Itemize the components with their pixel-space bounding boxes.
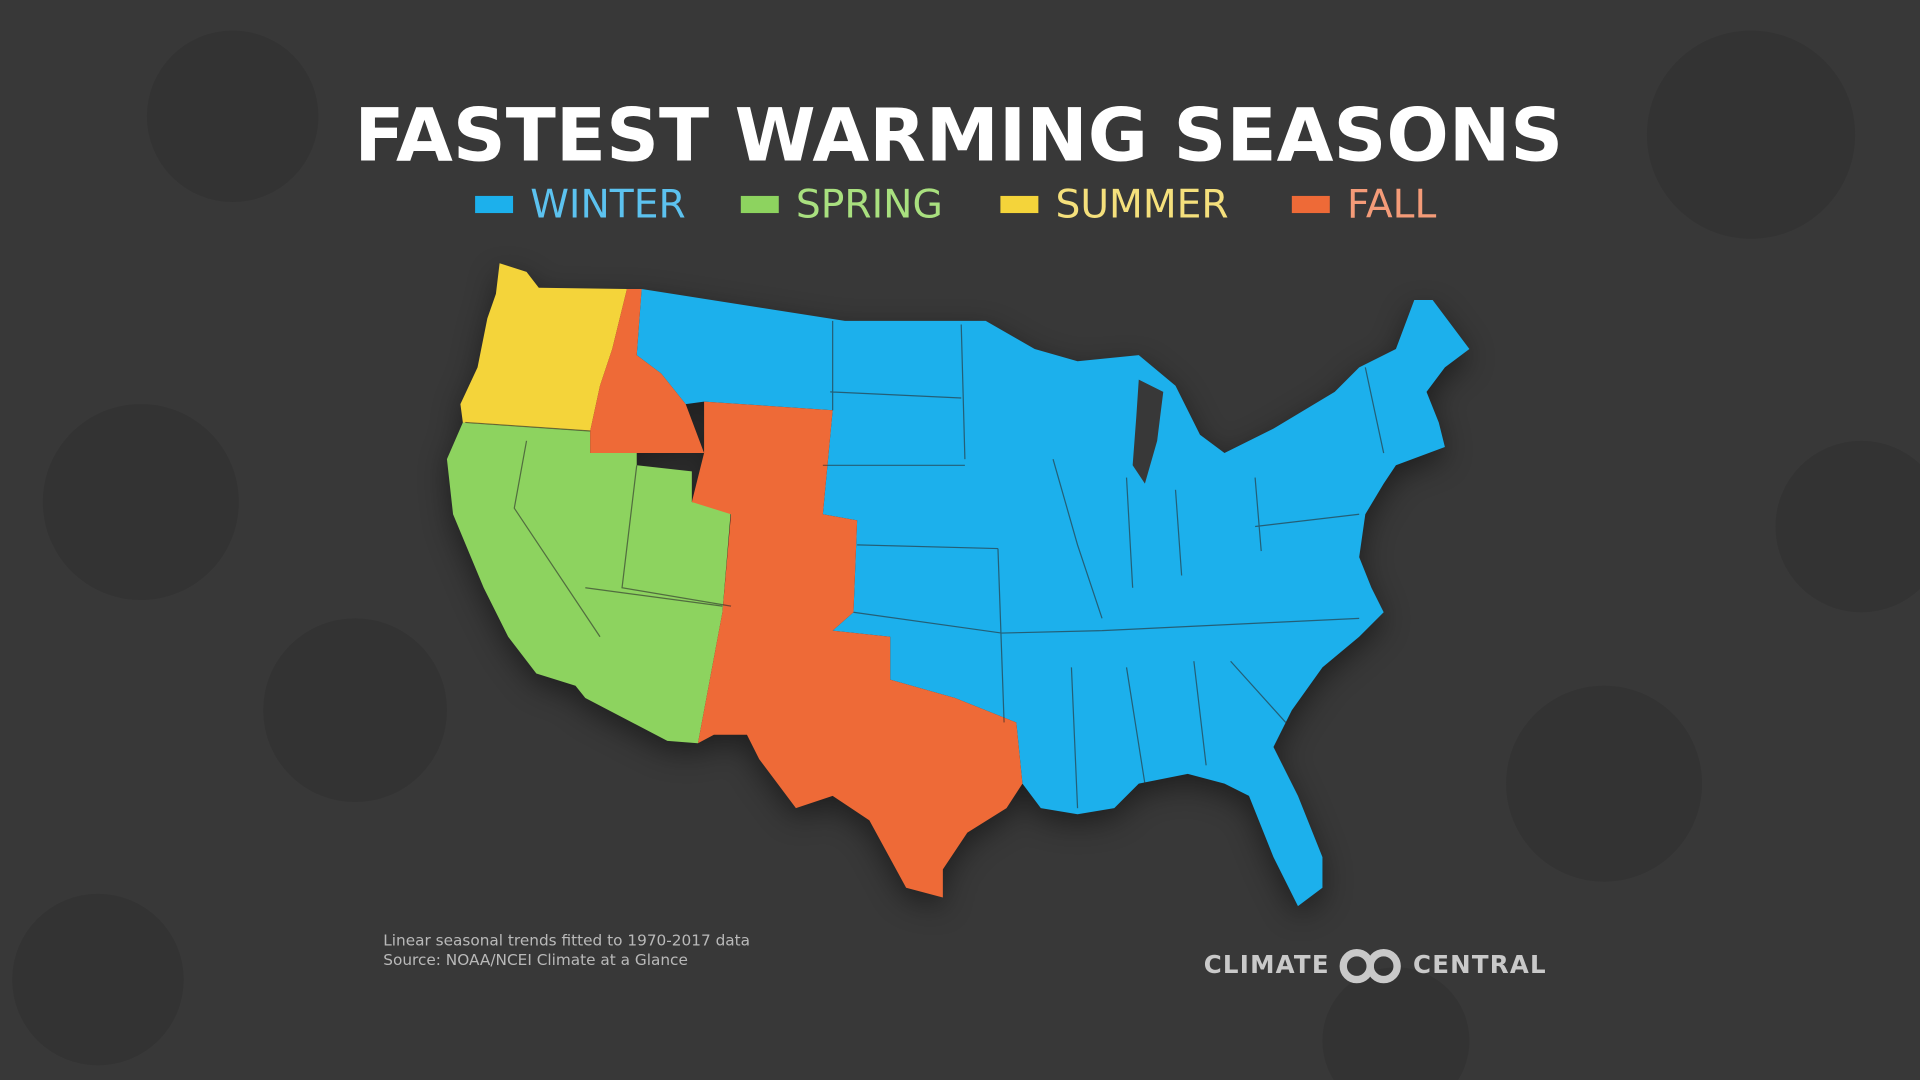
background-decor — [12, 30, 1920, 1080]
title: FASTEST WARMING SEASONS — [354, 93, 1563, 178]
legend-swatch — [1000, 195, 1039, 214]
legend: WINTER SPRING SUMMER FALL — [475, 182, 1436, 227]
legend-swatch — [1291, 195, 1330, 214]
logo-icon — [1366, 948, 1401, 984]
map-region — [590, 288, 705, 454]
legend-label: WINTER — [530, 182, 685, 227]
legend-swatch — [740, 195, 779, 214]
logo: CLIMATE CENTRAL — [1204, 948, 1547, 984]
map-region — [446, 422, 732, 744]
source: Source: NOAA/NCEI Climate at a Glance — [383, 951, 688, 969]
legend-label: SUMMER — [1056, 182, 1229, 227]
map-region — [636, 288, 1470, 907]
state-borders — [465, 320, 1385, 809]
logo-text: CLIMATE — [1204, 950, 1330, 979]
logo-text: CENTRAL — [1413, 950, 1547, 979]
legend-label: SPRING — [796, 182, 943, 227]
us-map — [446, 263, 1470, 907]
map-region — [460, 263, 627, 432]
footnote: Linear seasonal trends fitted to 1970-20… — [383, 931, 750, 949]
legend-label: FALL — [1347, 182, 1437, 227]
legend-swatch — [475, 195, 514, 214]
map-region — [691, 401, 1023, 898]
lake — [1132, 379, 1164, 484]
